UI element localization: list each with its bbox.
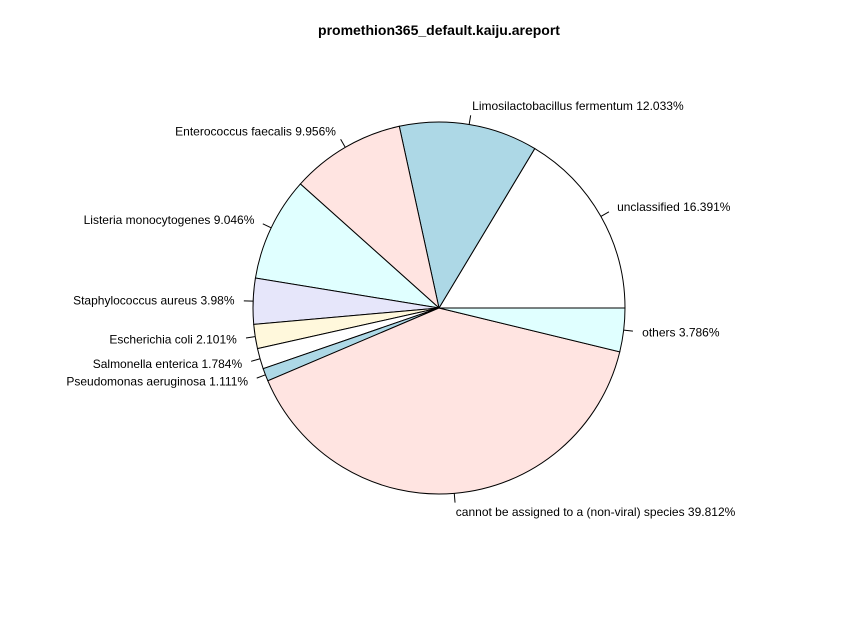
pie-leader-line xyxy=(468,115,472,125)
pie-leader-line xyxy=(256,374,266,379)
pie-slice xyxy=(438,307,626,353)
pie-leader-line xyxy=(340,139,346,148)
pie-slice-label: Listeria monocytogenes 9.046% xyxy=(84,213,255,227)
pie-slice-label: Pseudomonas aeruginosa 1.111% xyxy=(66,374,248,388)
pie-slice-label: Salmonella enterica 1.784% xyxy=(93,357,243,371)
pie-slice-label: Limosilactobacillus fermentum 12.033% xyxy=(472,99,684,113)
pie-leader-lines xyxy=(243,115,633,503)
pie-leader-line xyxy=(245,336,256,339)
pie-slice xyxy=(267,307,621,495)
pie-slice xyxy=(254,183,441,309)
pie-slices xyxy=(252,121,626,495)
pie-leader-line xyxy=(600,211,610,217)
chart-title: promethion365_default.kaiju.areport xyxy=(318,22,560,38)
pie-leader-line xyxy=(250,358,261,362)
pie-slice-label: others 3.786% xyxy=(642,325,720,339)
pie-slice xyxy=(438,147,626,309)
pie-slice-label: cannot be assigned to a (non-viral) spec… xyxy=(456,505,736,519)
pie-slice-label: Staphylococcus aureus 3.98% xyxy=(73,293,235,307)
pie-slice xyxy=(398,121,536,310)
pie-slice-label: Enterococcus faecalis 9.956% xyxy=(175,124,336,138)
pie-leader-line xyxy=(453,493,456,503)
pie-leader-line xyxy=(623,329,633,332)
pie-slice-label: unclassified 16.391% xyxy=(617,200,731,214)
pie-slice xyxy=(299,125,440,310)
pie-slice-label: Escherichia coli 2.101% xyxy=(109,332,237,346)
pie-labels: unclassified 16.391% Limosilactobacillus … xyxy=(66,99,735,519)
pie-leader-line xyxy=(262,223,272,229)
